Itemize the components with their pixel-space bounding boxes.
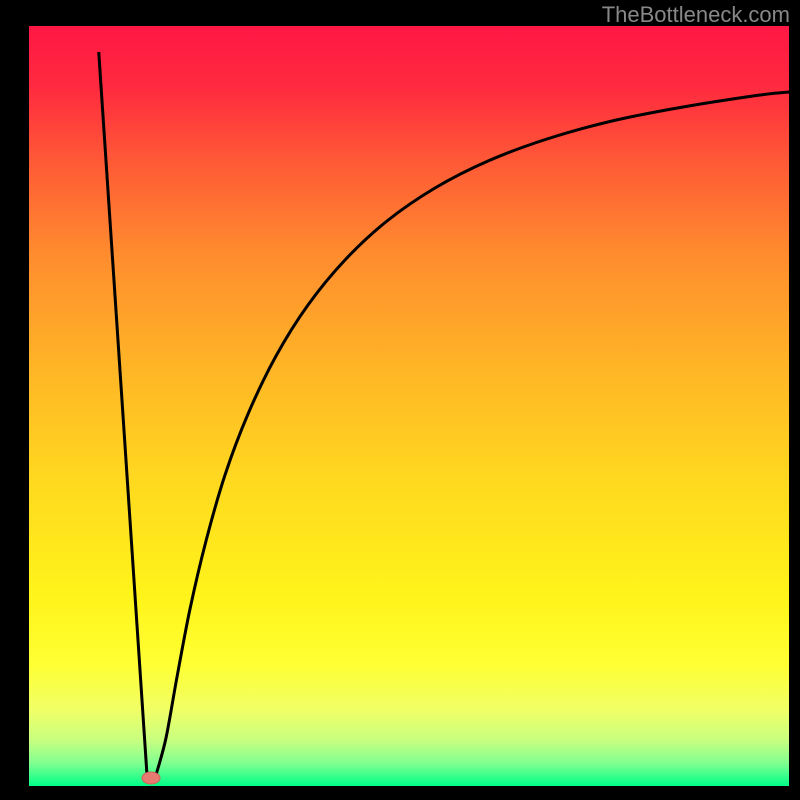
minimum-marker [142, 772, 160, 784]
chart-background [29, 26, 789, 786]
chart-svg [0, 0, 800, 800]
chart-container: TheBottleneck.com [0, 0, 800, 800]
watermark-text: TheBottleneck.com [602, 2, 790, 28]
